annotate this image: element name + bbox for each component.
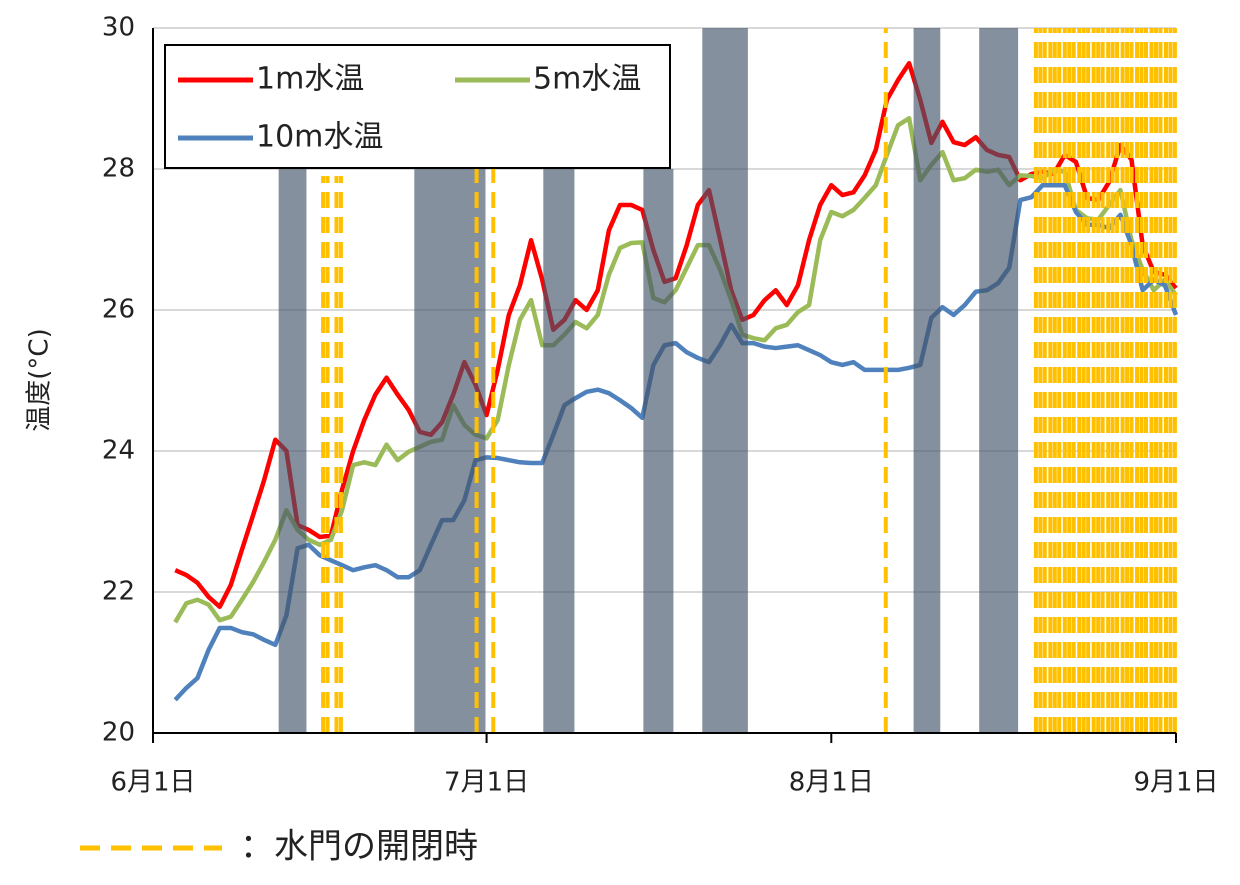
series-line [173, 115, 1178, 624]
shaded-period [702, 28, 748, 733]
series-line [173, 182, 1179, 702]
x-tick-label: 9月1日 [1133, 768, 1218, 798]
y-tick-label: 20 [102, 718, 135, 748]
y-tick-label: 22 [102, 577, 135, 607]
legend-label: 10m水温 [256, 120, 383, 155]
x-tick-label: 8月1日 [789, 768, 874, 798]
gate-legend-label: ：水門の開閉時 [240, 827, 478, 867]
legend-label: 5m水温 [533, 62, 641, 97]
legend-box [164, 44, 671, 169]
shaded-period [643, 169, 674, 733]
shaded-period [543, 169, 575, 733]
shaded-period [979, 28, 1019, 733]
y-tick-label: 24 [102, 436, 135, 466]
shaded-period [278, 169, 307, 733]
y-axis-label: 温度(°C) [25, 328, 55, 431]
shaded-period [913, 28, 941, 733]
y-tick-label: 26 [102, 295, 135, 325]
legend-label: 1m水温 [256, 62, 364, 97]
x-tick-label: 7月1日 [444, 768, 529, 798]
shaded-period [414, 169, 486, 733]
x-tick-label: 6月1日 [110, 768, 195, 798]
y-tick-label: 28 [102, 154, 135, 184]
y-tick-label: 30 [102, 13, 135, 43]
